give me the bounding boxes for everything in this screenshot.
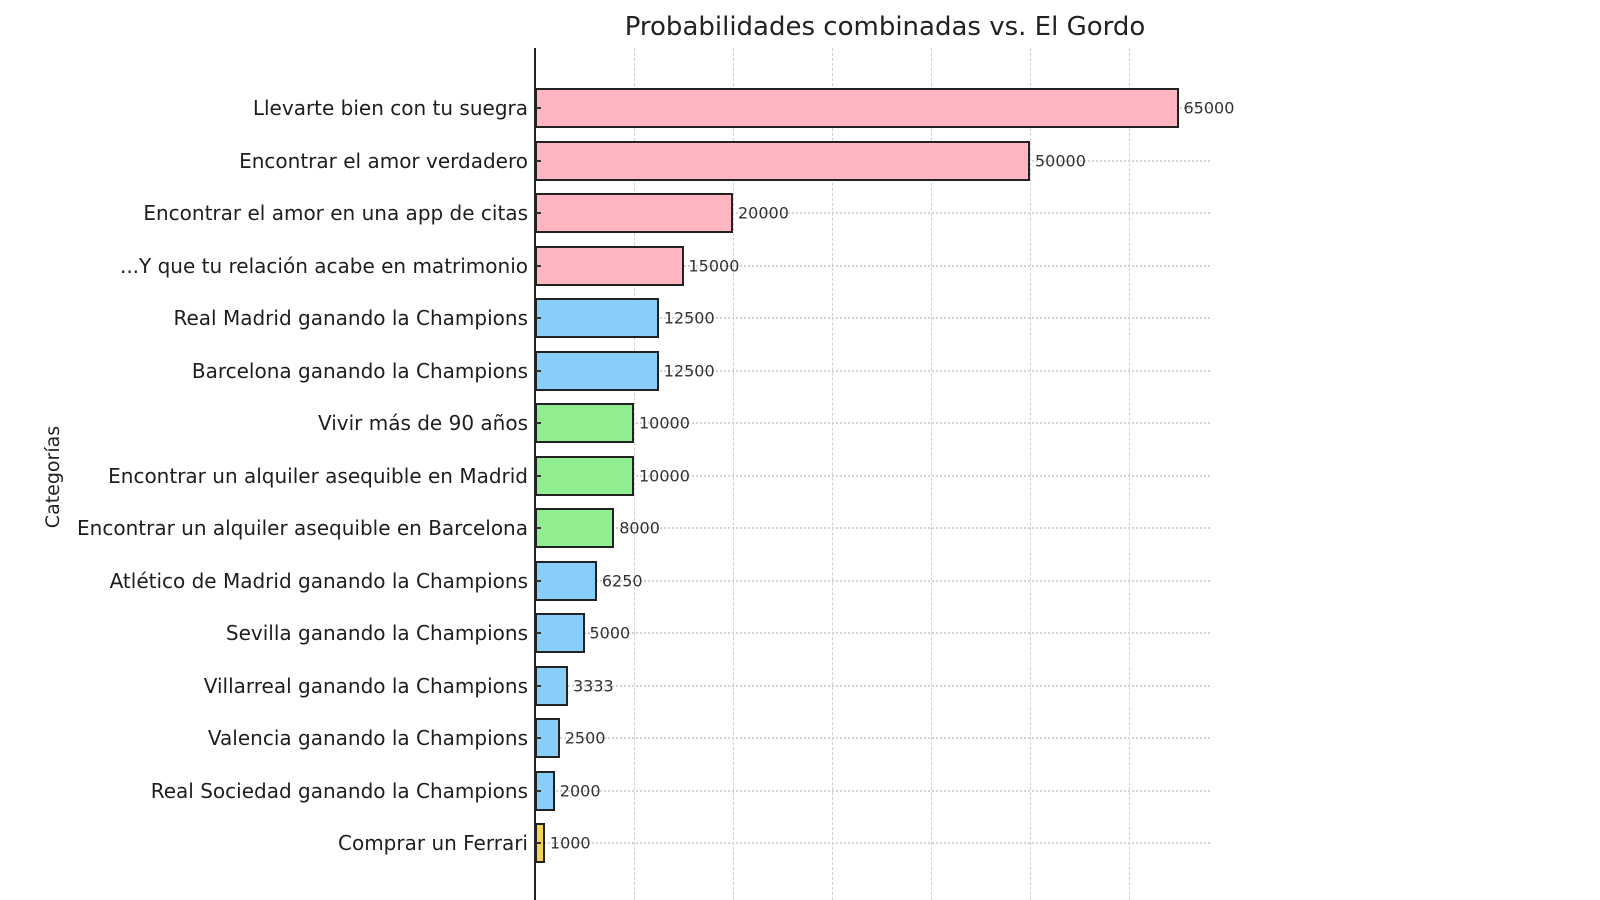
category-label: Real Madrid ganando la Champions bbox=[173, 306, 529, 330]
category-label: Real Sociedad ganando la Champions bbox=[150, 778, 528, 803]
axis-tick bbox=[536, 422, 541, 424]
axis-tick bbox=[536, 369, 541, 372]
category-label: Encontrar un alquiler asequible en Madri… bbox=[108, 463, 528, 488]
horizontal-gridline bbox=[536, 737, 1210, 739]
value-label: 2000 bbox=[559, 781, 601, 800]
vertical-gridline bbox=[1030, 48, 1031, 900]
horizontal-gridline bbox=[536, 212, 1210, 214]
axis-tick bbox=[536, 474, 541, 477]
value-label: 15000 bbox=[688, 256, 740, 275]
axis-tick bbox=[536, 317, 541, 319]
axis-tick bbox=[536, 107, 541, 109]
bar bbox=[535, 350, 659, 391]
horizontal-gridline bbox=[536, 632, 1210, 634]
bar bbox=[535, 560, 597, 601]
category-label: Comprar un Ferrari bbox=[338, 831, 528, 855]
axis-tick bbox=[536, 527, 541, 529]
axis-tick bbox=[536, 684, 541, 687]
horizontal-gridline bbox=[536, 369, 1210, 372]
value-label: 5000 bbox=[589, 623, 631, 643]
category-label: Villarreal ganando la Champions bbox=[203, 673, 528, 698]
vertical-gridline bbox=[733, 48, 734, 900]
vertical-gridline bbox=[832, 48, 833, 900]
horizontal-gridline bbox=[536, 474, 1210, 477]
value-label: 65000 bbox=[1183, 98, 1235, 118]
bar bbox=[535, 508, 615, 548]
bar bbox=[535, 455, 634, 496]
value-label: 6250 bbox=[601, 571, 643, 590]
axis-tick bbox=[536, 737, 541, 739]
value-label: 50000 bbox=[1035, 151, 1086, 170]
value-label: 1000 bbox=[549, 833, 591, 853]
axis-tick bbox=[536, 212, 541, 214]
category-label: Valencia ganando la Champions bbox=[207, 726, 528, 750]
value-label: 3333 bbox=[572, 676, 614, 695]
category-label: Encontrar el amor en una app de citas bbox=[143, 201, 528, 225]
value-label: 12500 bbox=[663, 361, 715, 380]
category-label: Sevilla ganando la Champions bbox=[225, 621, 528, 645]
value-label: 2500 bbox=[564, 728, 606, 748]
value-label: 12500 bbox=[663, 308, 715, 328]
value-label: 8000 bbox=[619, 518, 660, 538]
bar bbox=[535, 613, 585, 653]
category-label: ...Y que tu relación acabe en matrimonio bbox=[119, 253, 528, 278]
category-label: Vivir más de 90 años bbox=[317, 411, 528, 435]
y-axis-line bbox=[534, 48, 536, 900]
bar bbox=[535, 298, 659, 338]
axis-tick bbox=[536, 264, 541, 267]
axis-tick bbox=[536, 842, 541, 844]
bar bbox=[535, 193, 733, 233]
horizontal-gridline bbox=[536, 789, 1210, 792]
horizontal-gridline bbox=[536, 527, 1210, 529]
bar bbox=[535, 245, 684, 286]
bar bbox=[535, 140, 1030, 181]
value-label: 10000 bbox=[639, 413, 690, 433]
category-label: Atlético de Madrid ganando la Champions bbox=[109, 568, 528, 593]
vertical-gridline bbox=[1129, 48, 1130, 900]
value-label: 20000 bbox=[738, 203, 789, 223]
axis-tick bbox=[536, 789, 541, 792]
bar bbox=[535, 403, 634, 443]
vertical-gridline bbox=[634, 48, 635, 900]
axis-tick bbox=[536, 632, 541, 634]
horizontal-gridline bbox=[536, 579, 1210, 582]
category-label: Barcelona ganando la Champions bbox=[191, 358, 528, 383]
category-label: Encontrar un alquiler asequible en Barce… bbox=[77, 516, 528, 540]
vertical-gridline bbox=[931, 48, 932, 900]
horizontal-gridline bbox=[536, 842, 1210, 844]
horizontal-gridline bbox=[536, 264, 1210, 267]
bar bbox=[535, 88, 1179, 128]
chart-title: Probabilidades combinadas vs. El Gordo bbox=[624, 12, 1146, 42]
horizontal-gridline bbox=[536, 317, 1210, 319]
category-label: Encontrar el amor verdadero bbox=[239, 148, 528, 173]
axis-tick bbox=[536, 579, 541, 582]
horizontal-gridline bbox=[536, 422, 1210, 424]
horizontal-gridline bbox=[536, 684, 1210, 687]
value-label: 10000 bbox=[639, 466, 690, 485]
category-label: Llevarte bien con tu suegra bbox=[252, 96, 528, 120]
axis-tick bbox=[536, 159, 541, 162]
